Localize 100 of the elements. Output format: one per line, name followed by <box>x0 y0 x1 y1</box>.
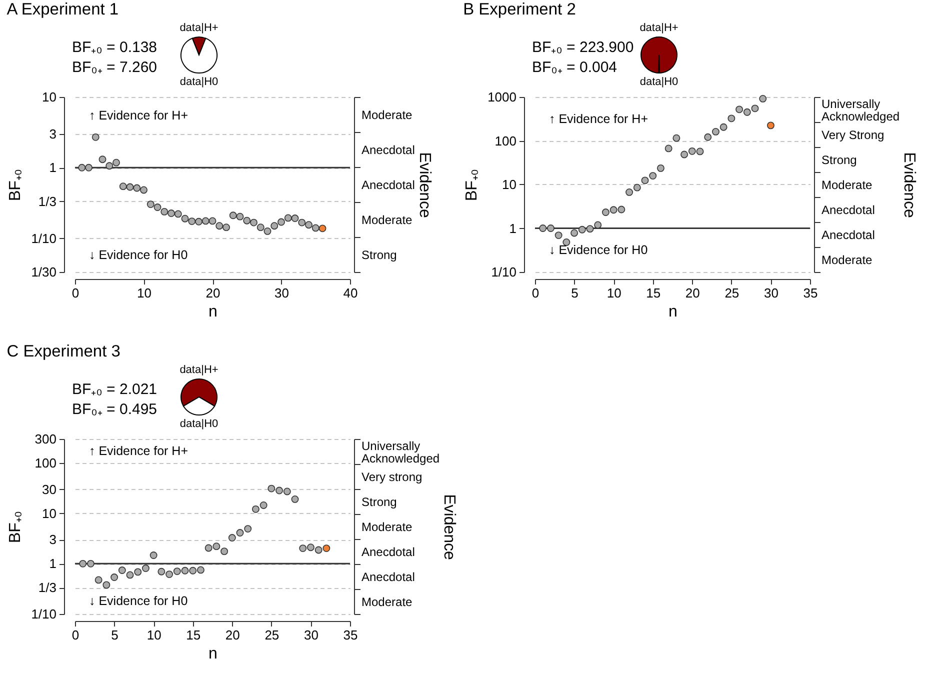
point <box>204 544 212 552</box>
category-label: Moderate <box>822 178 872 192</box>
text: BF₀₊ = 0.495 <box>72 401 158 418</box>
point <box>102 581 110 589</box>
point <box>688 147 696 155</box>
point <box>649 172 657 180</box>
x-tick-label: 15 <box>186 628 201 642</box>
text: BF₊₀ = 223.900 <box>532 39 634 56</box>
point <box>578 226 586 234</box>
point <box>586 225 594 233</box>
category-label: Anecdotal <box>362 178 415 192</box>
y-tick-label: 1/10 <box>491 264 516 280</box>
point <box>570 229 578 237</box>
point <box>236 212 244 220</box>
point <box>222 224 230 232</box>
x-tick-label: 20 <box>685 286 700 300</box>
point <box>229 212 237 220</box>
point <box>195 218 202 226</box>
point <box>86 560 94 568</box>
point <box>168 210 175 217</box>
point <box>260 502 268 509</box>
point <box>312 224 320 232</box>
y-tick-label: 100 <box>494 133 516 148</box>
slice-label: data|H+ <box>180 364 218 376</box>
x-tick-label: 5 <box>571 286 578 300</box>
point <box>641 176 649 184</box>
y-tick-label: 10 <box>502 177 516 192</box>
y-tick-label: 1 <box>509 220 516 236</box>
y-axis-title: BF₊₀ <box>7 510 24 544</box>
x-tick-label: 20 <box>206 286 220 300</box>
category-label: Strong <box>822 153 857 167</box>
y-axis-title: BF₊₀ <box>7 168 24 202</box>
y2-axis-title: Evidence <box>416 152 433 218</box>
point <box>94 576 102 584</box>
category-label: Moderate <box>362 520 412 534</box>
chart-title: A Experiment 1 <box>6 0 119 18</box>
point <box>142 564 150 572</box>
y-axis-title: BF₊₀ <box>464 168 481 202</box>
slice-label: data|H+ <box>640 22 678 34</box>
category-label: Moderate <box>362 108 412 122</box>
point <box>305 221 312 229</box>
category-label: Moderate <box>822 253 872 267</box>
category-label: Anecdotal <box>822 203 875 217</box>
y-tick-label: 1/3 <box>38 194 56 209</box>
point <box>291 214 299 222</box>
category-label: Moderate <box>362 213 412 227</box>
category-label: Anecdotal <box>822 228 875 242</box>
annotation: ↑ Evidence for H+ <box>549 112 648 126</box>
point <box>174 210 182 218</box>
point <box>119 182 127 190</box>
point <box>85 164 92 172</box>
point <box>602 208 610 216</box>
y-tick-label: 1 <box>49 556 56 572</box>
y-tick-label: 1/10 <box>31 230 56 246</box>
point <box>220 548 228 556</box>
y2-axis-title: Evidence <box>900 152 918 218</box>
x-tick-label: 5 <box>111 628 118 642</box>
y-tick-label: 1/10 <box>31 606 56 622</box>
category-label: Anecdotal <box>362 143 415 157</box>
point <box>306 544 314 552</box>
chart-title: C Experiment 3 <box>6 342 120 360</box>
point <box>539 224 547 232</box>
slice-label: data|H+ <box>180 22 218 34</box>
x-tick-label: 35 <box>803 286 818 300</box>
point <box>696 148 704 156</box>
point <box>106 162 114 170</box>
annotation: ↑ Evidence for H+ <box>89 108 188 122</box>
y2-axis-title: Evidence <box>440 494 458 560</box>
category-label: Moderate <box>362 595 412 609</box>
point <box>720 123 728 131</box>
point <box>112 158 120 166</box>
point <box>751 104 759 112</box>
category-label: Universally Acknowledged <box>822 96 900 124</box>
point <box>633 184 641 192</box>
point <box>672 134 680 142</box>
category-label: Universally Acknowledged <box>362 438 440 466</box>
x-tick-label: 30 <box>304 628 318 642</box>
point <box>208 217 216 225</box>
point <box>126 183 134 191</box>
y-tick-label: 1/3 <box>38 580 56 596</box>
x-tick-label: 25 <box>724 286 740 300</box>
y-tick-label: 10 <box>42 90 56 104</box>
slice-label: data|H0 <box>180 418 218 430</box>
point <box>98 156 106 164</box>
point <box>278 218 285 226</box>
point <box>181 214 189 222</box>
point <box>554 232 562 240</box>
x-axis-title: n <box>208 304 218 320</box>
point <box>92 133 100 141</box>
point <box>256 224 264 232</box>
x-tick-label: 10 <box>146 628 162 642</box>
annotation: ↑ Evidence for H+ <box>89 444 188 458</box>
point <box>728 114 736 122</box>
point <box>212 542 220 550</box>
y-tick-label: 10 <box>42 506 56 521</box>
point <box>126 571 134 579</box>
text: BF₊₀ = 0.138 <box>72 39 158 56</box>
x-tick-label: 10 <box>606 286 622 300</box>
category-label: Anecdotal <box>362 545 415 559</box>
x-tick-label: 0 <box>72 286 80 300</box>
